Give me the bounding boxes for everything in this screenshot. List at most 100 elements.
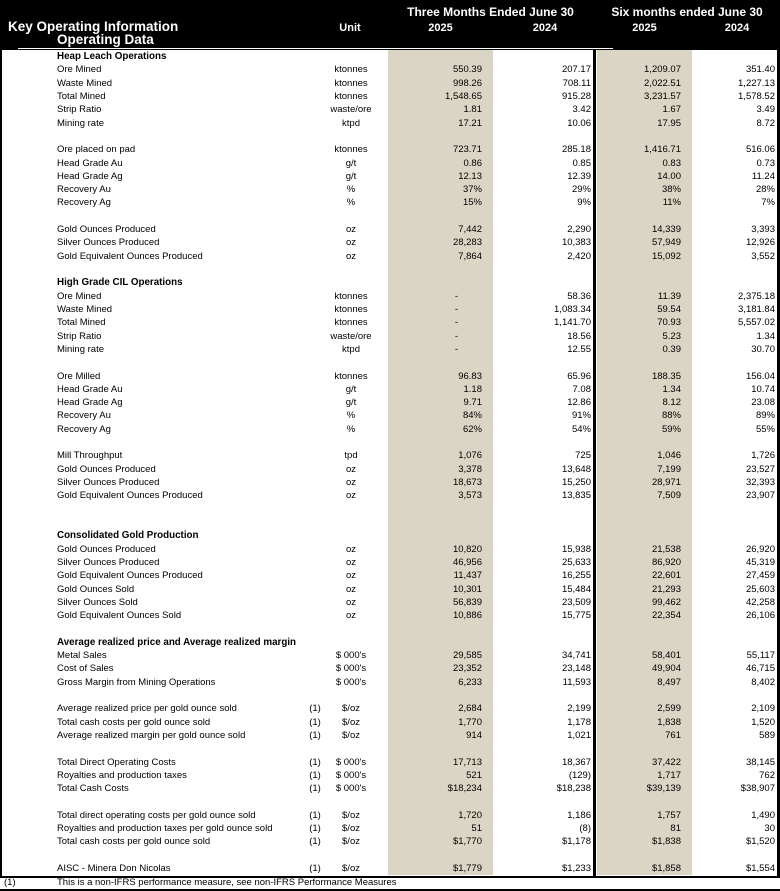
spacer-cell [372, 343, 388, 356]
value-cell-6m-2024: 32,393 [745, 477, 775, 488]
value-cell-3m-2024: 1,083.34 [554, 303, 591, 315]
left-border-line [0, 50, 2, 891]
table-row: Gold Equivalent Ounces Sold oz 10,886 15,77… [0, 609, 780, 623]
unit-cell: oz [345, 477, 357, 488]
value-cell-3m-2025: 23,352 [388, 662, 493, 676]
row-label: Ore placed on pad [57, 144, 136, 156]
value-cell-6m-2024: 351.40 [745, 64, 775, 76]
row-label: Waste Mined [57, 77, 113, 89]
value-cell-3m-2025: 12.13 [388, 169, 493, 184]
value-cell-3m-2024 [497, 689, 593, 702]
unit-cell: oz [345, 570, 357, 582]
spacer-cell [372, 543, 388, 556]
value-cell-6m-2025: 58,401 [597, 649, 692, 663]
table-rows: Heap Leach Operations Ore Mined ktonnes 550… [0, 50, 780, 876]
value-cell-6m-2024: $38,907 [740, 783, 775, 795]
value-cell-3m-2024 [497, 50, 593, 63]
column-header-6m-2024: 2024 [724, 22, 750, 34]
value-cell-3m-2025: 1,720 [388, 808, 493, 823]
value-cell-3m-2025: 914 [388, 728, 493, 743]
footnote-ref-cell [300, 103, 330, 116]
spacer-row [0, 263, 780, 277]
row-label: Recovery Ag [57, 423, 111, 435]
value-cell-3m-2025 [388, 742, 493, 756]
unit-cell [330, 210, 372, 223]
value-cell-3m-2025: $18,234 [388, 782, 493, 796]
footnote-ref-cell [300, 489, 330, 502]
value-cell-6m-2024: 42,258 [745, 596, 775, 608]
spacer-cell [372, 636, 388, 649]
footnote-ref-cell [300, 130, 330, 143]
value-cell-6m-2024 [696, 276, 777, 289]
unit-cell: oz [345, 610, 357, 622]
table-row: Total Direct Operating Costs (1) $ 000's 17… [0, 755, 780, 769]
unit-cell [330, 50, 372, 63]
value-cell-6m-2025: 2,022.51 [597, 76, 692, 90]
spacer-cell [372, 622, 388, 635]
spacer-cell [372, 250, 388, 263]
value-cell-6m-2024: 3.49 [756, 104, 776, 116]
footnote-ref-cell [300, 77, 330, 90]
value-cell-6m-2025: 22,354 [597, 609, 692, 623]
row-label: Mining rate [57, 117, 104, 129]
value-cell-3m-2024: $18,238 [556, 783, 591, 795]
spacer-cell [372, 849, 388, 862]
row-label: High Grade CIL Operations [57, 277, 183, 289]
row-label: Mining rate [57, 343, 104, 355]
row-label: Total Direct Operating Costs [57, 756, 176, 768]
footnote-ref-cell [300, 636, 330, 649]
value-cell-6m-2024: 1,578.52 [738, 90, 775, 102]
spacer-cell [372, 689, 388, 702]
row-label [0, 210, 300, 223]
value-cell-6m-2025: 1,046 [597, 449, 692, 463]
value-cell-6m-2025 [597, 742, 692, 756]
value-cell-3m-2024: 1,141.70 [554, 317, 591, 329]
value-cell-6m-2024: 26,106 [745, 610, 775, 622]
unit-cell: ktonnes [334, 303, 368, 315]
value-cell-6m-2025 [597, 635, 692, 650]
value-cell-3m-2024: 3.42 [572, 104, 592, 116]
table-row: Gold Equivalent Ounces Produced oz 11,437 1… [0, 569, 780, 583]
table-row: Gold Ounces Produced oz 7,442 2,290 14,339 3,… [0, 223, 780, 237]
spacer-cell [372, 383, 388, 396]
value-cell-6m-2025 [597, 622, 692, 636]
value-cell-3m-2025: 3,573 [388, 489, 493, 503]
spacer-cell [372, 196, 388, 209]
spacer-cell [372, 596, 388, 609]
value-cell-3m-2024 [497, 503, 593, 516]
value-cell-3m-2025: 10,886 [388, 609, 493, 623]
value-cell-6m-2025: 14.00 [597, 169, 692, 184]
unit-cell: $/oz [342, 703, 360, 715]
spacer-cell [372, 796, 388, 809]
unit-cell [330, 689, 372, 702]
footnote-ref-cell [300, 90, 330, 103]
value-cell-6m-2025: 70.93 [597, 316, 692, 330]
column-header-3m-2024: 2024 [532, 22, 558, 34]
value-cell-3m-2024: 65.96 [567, 370, 591, 382]
value-cell-3m-2025: 62% [388, 422, 493, 437]
value-cell-3m-2025: 1.81 [388, 103, 493, 117]
footnote-ref-cell [300, 383, 330, 396]
value-cell-3m-2024: 12.86 [567, 397, 591, 409]
spacer-cell [372, 716, 388, 729]
unit-cell: $/oz [342, 729, 360, 741]
row-label [0, 130, 300, 143]
footnote-ref-cell [300, 196, 330, 209]
value-cell-6m-2025: $1,838 [597, 835, 692, 849]
spacer-cell [372, 170, 388, 183]
value-cell-3m-2024 [497, 436, 593, 449]
footnote-ref-cell [300, 409, 330, 422]
spacer-cell [372, 330, 388, 343]
value-cell-3m-2025: 550.39 [388, 63, 493, 77]
value-cell-3m-2024: 207.17 [561, 64, 591, 76]
value-cell-3m-2025: 6,233 [388, 675, 493, 690]
value-cell-3m-2025 [388, 635, 493, 650]
value-cell-3m-2024: 23,509 [561, 596, 591, 608]
value-cell-3m-2025 [388, 276, 493, 290]
unit-cell: oz [345, 250, 357, 262]
row-label: Recovery Au [57, 184, 111, 196]
row-label [0, 356, 300, 369]
value-cell-6m-2025: 3,231.57 [597, 89, 692, 104]
spacer-cell [372, 556, 388, 569]
value-cell-6m-2024: 38,145 [745, 756, 775, 768]
